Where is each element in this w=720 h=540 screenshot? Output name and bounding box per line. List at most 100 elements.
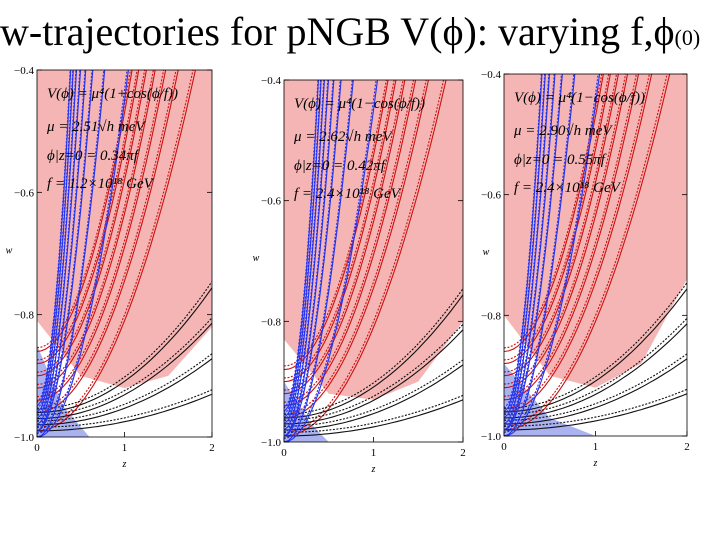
chart-panel-1: −0.4 −0.6 −0.8 −1.0 0 1 2 z w V(ϕ) = μ⁴(1+cos(ϕ/f…: [0, 60, 225, 500]
y-axis-label: w: [6, 246, 13, 257]
series-2-line-2: [284, 364, 463, 431]
annotation-line-3: ϕ|z=0 = 0.42πf: [294, 158, 387, 174]
series-2-line-3: [284, 329, 463, 425]
series-3-line-2-dotted: [504, 74, 575, 433]
annotation-line-2: μ = 2.90√h meV: [513, 123, 613, 139]
series-2-line-1: [504, 393, 687, 431]
series-1-line-3: [504, 74, 640, 401]
chart-panel-2: −0.4 −0.6 −0.8 −1.0 0 1 2 z w V(ϕ) = μ⁴(1−cos(ϕ/f…: [240, 60, 480, 500]
title-main: w-trajectories for pNGB V(ϕ): varying f,…: [0, 9, 675, 54]
series-1-line-1: [504, 74, 671, 431]
x-axis-label: z: [122, 459, 127, 470]
series-2-line-2-dotted: [37, 353, 212, 422]
series-3-line-1-dotted: [504, 74, 599, 433]
series-1-line-6: [284, 80, 389, 371]
series-3-line-3: [37, 70, 94, 432]
series-3-line-7: [504, 74, 543, 413]
series-3-line-3: [504, 74, 563, 431]
y-tick-label: −1.0: [481, 431, 501, 443]
series-3-line-1: [284, 80, 379, 442]
series-2-line-1-dotted: [37, 389, 212, 428]
series-3-line-6: [504, 74, 546, 419]
series-3-line-5-dotted: [37, 70, 81, 422]
series-3-line-2: [284, 80, 354, 442]
series-3-line-1: [37, 70, 129, 437]
series-2-line-4-dotted: [37, 281, 212, 410]
y-tick-label: −0.4: [481, 69, 501, 81]
series-3-line-3-dotted: [284, 80, 341, 433]
x-tick-label: 0: [34, 442, 40, 454]
series-3-line-1: [504, 74, 601, 436]
series-2-line-2-dotted: [284, 359, 463, 427]
series-2-line-2-dotted: [504, 353, 687, 421]
curves: [504, 74, 687, 436]
series-1-line-3: [284, 80, 417, 407]
series-3-line-6-dotted: [504, 74, 546, 415]
series-3-line-2-dotted: [284, 80, 353, 439]
y-tick-label: −0.8: [261, 316, 281, 328]
series-2-line-3: [37, 322, 212, 420]
series-2-line-2: [37, 358, 212, 426]
series-3-line-2: [37, 70, 106, 437]
series-1-line-2: [284, 80, 429, 419]
series-3-line-8-dotted: [37, 70, 71, 404]
x-tick-label: 0: [501, 441, 507, 453]
series-1-line-7: [504, 74, 604, 353]
series-1-line-3-dotted: [504, 74, 637, 397]
series-2-line-4: [284, 294, 463, 419]
series-2-line-1-dotted: [504, 388, 687, 427]
x-tick-label: 1: [122, 442, 128, 454]
series-1-line-5: [504, 74, 619, 377]
series-1-line-1-dotted: [37, 70, 194, 428]
title-subscript: (0): [674, 25, 701, 50]
x-axis-label: z: [371, 464, 376, 475]
curves: [284, 80, 463, 442]
annotation-line-2: μ = 2.62√h meV: [293, 129, 393, 145]
y-tick-label: −0.8: [481, 310, 501, 322]
y-tick-label: −1.0: [14, 432, 34, 444]
y-tick-label: −0.4: [261, 75, 281, 87]
annotation-line-3: ϕ|z=0 = 0.55πf: [514, 152, 607, 168]
series-2-line-1: [284, 399, 463, 437]
x-tick-label: 0: [281, 447, 287, 459]
y-tick-label: −0.6: [481, 190, 501, 202]
y-tick-label: −0.4: [14, 65, 34, 77]
series-1-line-3-dotted: [284, 80, 415, 403]
series-2-line-2: [504, 358, 687, 425]
y-tick-label: −1.0: [261, 437, 281, 449]
region-blue: [37, 345, 90, 437]
y-axis-label: w: [483, 247, 490, 258]
series-1-line-7-dotted: [504, 74, 603, 349]
series-1-line-1-dotted: [284, 80, 445, 433]
region-blue: [504, 363, 596, 436]
series-1-line-1: [37, 70, 196, 432]
annotation-line-4: f = 2.4×10¹⁸ GeV: [294, 186, 402, 202]
series-2-line-1: [37, 393, 212, 432]
series-3-line-7: [284, 80, 322, 419]
x-tick-label: 2: [209, 442, 215, 454]
series-3-line-6-dotted: [284, 80, 325, 421]
series-3-line-4-dotted: [37, 70, 86, 428]
series-3-line-2-dotted: [37, 70, 105, 434]
series-1-line-5: [284, 80, 397, 383]
region-blue: [284, 381, 329, 442]
slide-title: w-trajectories for pNGB V(ϕ): varying f,…: [0, 2, 720, 62]
series-2-line-3-dotted: [37, 317, 212, 416]
series-3-line-5: [504, 74, 551, 425]
region-red: [284, 80, 463, 400]
series-3-line-3: [284, 80, 342, 437]
series-2-line-3: [504, 323, 687, 419]
series-3-line-6: [37, 70, 78, 419]
annotation-line-1: V(ϕ) = μ⁴(1−cos(ϕ/f)): [294, 96, 425, 112]
series-1-line-1: [284, 80, 447, 437]
chart-1: −0.4 −0.6 −0.8 −1.00 1 2 z w V(ϕ) = μ⁴(1+cos(ϕ/f…: [6, 65, 215, 470]
series-1-line-3: [37, 70, 167, 401]
series-2-line-4-dotted: [504, 282, 687, 409]
series-3-line-4: [37, 70, 87, 432]
series-2-line-3-dotted: [504, 317, 687, 415]
chart-2: −0.4 −0.6 −0.8 −1.00 1 2 z w V(ϕ) = μ⁴(1−cos(ϕ/f…: [253, 75, 466, 475]
series-3-line-3-dotted: [504, 74, 563, 427]
y-tick-label: −0.6: [14, 187, 34, 199]
annotation-line-2: μ = 2.51√h meV: [46, 119, 146, 135]
series-3-line-5: [284, 80, 330, 431]
